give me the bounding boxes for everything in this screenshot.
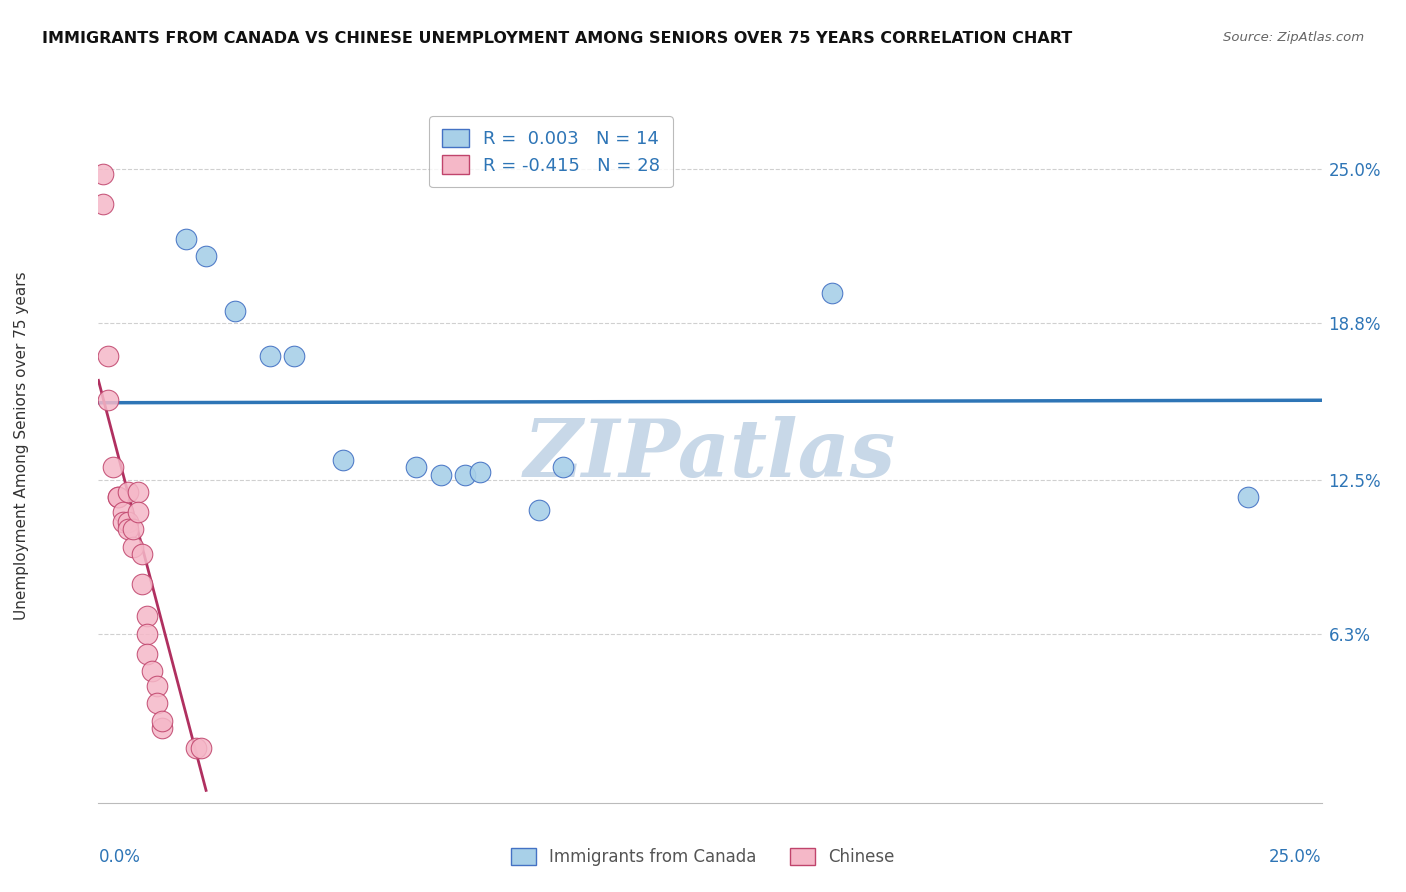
Point [190,741,212,756]
Point [553,460,575,475]
Point [121,523,143,537]
Point [150,714,173,728]
Point [127,505,149,519]
Point [146,697,169,711]
Point [454,467,477,482]
Point [136,627,159,641]
Point [131,547,153,561]
Point [131,577,153,591]
Point [150,721,173,735]
Point [97,349,120,363]
Point [121,540,143,554]
Point [117,485,139,500]
Point [259,349,281,363]
Point [91,197,114,211]
Text: Source: ZipAtlas.com: Source: ZipAtlas.com [1223,31,1364,45]
Text: ZIPatlas: ZIPatlas [524,417,896,493]
Text: IMMIGRANTS FROM CANADA VS CHINESE UNEMPLOYMENT AMONG SENIORS OVER 75 YEARS CORRE: IMMIGRANTS FROM CANADA VS CHINESE UNEMPL… [42,31,1073,46]
Point [186,741,208,756]
Text: 25.0%: 25.0% [1270,847,1322,865]
Point [527,502,550,516]
Legend: R =  0.003   N = 14, R = -0.415   N = 28: R = 0.003 N = 14, R = -0.415 N = 28 [429,116,673,187]
Point [224,303,246,318]
Point [405,460,427,475]
Text: 0.0%: 0.0% [98,847,141,865]
Point [111,505,134,519]
Point [107,490,129,504]
Point [111,515,134,529]
Point [136,647,159,661]
Point [821,286,844,301]
Point [332,453,354,467]
Legend: Immigrants from Canada, Chinese: Immigrants from Canada, Chinese [505,841,901,873]
Point [141,664,163,678]
Point [117,515,139,529]
Point [117,523,139,537]
Point [146,679,169,693]
Point [1237,490,1260,504]
Point [136,609,159,624]
Point [127,485,149,500]
Point [430,467,453,482]
Text: Unemployment Among Seniors over 75 years: Unemployment Among Seniors over 75 years [14,272,28,620]
Point [195,249,218,263]
Point [91,167,114,181]
Point [107,490,129,504]
Point [176,232,198,246]
Point [101,460,124,475]
Point [468,466,491,480]
Point [283,349,305,363]
Point [97,393,120,408]
